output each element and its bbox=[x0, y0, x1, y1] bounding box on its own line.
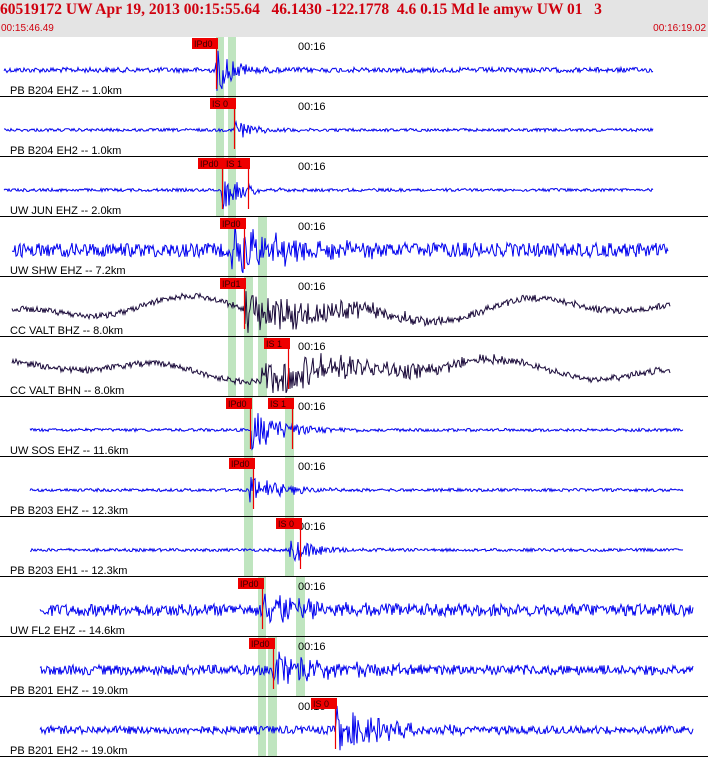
pick-label: IS 0 bbox=[313, 699, 329, 709]
minute-mark-label: 00:16 bbox=[298, 521, 326, 533]
seismogram-trace bbox=[39, 593, 694, 624]
pick-label: IS 1 bbox=[270, 399, 286, 409]
station-label: UW SOS EHZ -- 11.6km bbox=[10, 445, 128, 457]
pick-label: IS 0 bbox=[278, 519, 294, 529]
seismogram-trace bbox=[3, 120, 654, 138]
seismogram-panel: 00:16 IPd0 PB B204 EHZ -- 1.0km 00:16 IS 0 PB… bbox=[0, 37, 708, 757]
pick-window-band-3 bbox=[244, 277, 253, 577]
pick-flag[interactable] bbox=[268, 398, 294, 409]
pick-flag[interactable] bbox=[276, 518, 302, 529]
trace-layer bbox=[3, 50, 694, 751]
window-end-time: 00:16:19.02 bbox=[653, 23, 706, 34]
pick-label: IPd0 bbox=[231, 459, 250, 469]
seismogram-trace bbox=[39, 651, 694, 685]
pick-flag[interactable] bbox=[311, 698, 337, 709]
window-start-time: 00:15:46.49 bbox=[1, 23, 54, 34]
station-label: CC VALT BHZ -- 8.0km bbox=[10, 325, 123, 337]
pick-window-band-5 bbox=[258, 577, 266, 757]
station-label: UW SHW EHZ -- 7.2km bbox=[10, 265, 126, 277]
pick-flag[interactable] bbox=[210, 98, 236, 109]
minute-mark-label: 00:16 bbox=[298, 581, 326, 593]
pick-label: IPd0 bbox=[251, 639, 270, 649]
station-label: PB B204 EH2 -- 1.0km bbox=[10, 145, 121, 157]
pick-flag[interactable] bbox=[220, 278, 246, 289]
pick-window-band-0 bbox=[216, 37, 224, 217]
pick-window-band-4 bbox=[285, 397, 294, 577]
pick-label: IPd0 bbox=[200, 159, 219, 169]
minute-mark-label: 00:16 bbox=[298, 161, 326, 173]
minute-mark-label: 00:16 bbox=[298, 281, 326, 293]
seismogram-trace bbox=[29, 413, 684, 451]
station-label: PB B201 EH2 -- 19.0km bbox=[10, 745, 127, 757]
seismogram-trace bbox=[29, 477, 684, 503]
station-label: UW JUN EHZ -- 2.0km bbox=[10, 205, 121, 217]
pick-flag[interactable] bbox=[264, 338, 290, 349]
minute-mark-label: 00:16 bbox=[298, 341, 326, 353]
seismogram-trace bbox=[39, 705, 694, 751]
pick-flag[interactable] bbox=[229, 458, 255, 469]
pick-flag[interactable] bbox=[192, 38, 218, 49]
pick-flag[interactable] bbox=[198, 158, 224, 169]
station-label: PB B203 EH1 -- 12.3km bbox=[10, 565, 127, 577]
pick-flag[interactable] bbox=[224, 158, 250, 169]
pick-flag[interactable] bbox=[238, 578, 264, 589]
pick-flag[interactable] bbox=[220, 218, 246, 229]
seismogram-trace bbox=[3, 181, 654, 210]
annotation-layer: 00:16 IPd0 PB B204 EHZ -- 1.0km 00:16 IS 0 PB… bbox=[0, 38, 708, 757]
seismogram-trace bbox=[11, 224, 669, 274]
minute-mark-label: 00:16 bbox=[298, 41, 326, 53]
minute-mark-label: 00:16 bbox=[298, 461, 326, 473]
pick-flag[interactable] bbox=[226, 398, 252, 409]
pick-flag[interactable] bbox=[249, 638, 275, 649]
seismogram-trace bbox=[11, 291, 671, 333]
pick-label: IS 1 bbox=[266, 339, 282, 349]
station-label: PB B201 EHZ -- 19.0km bbox=[10, 685, 128, 697]
station-label: UW FL2 EHZ -- 14.6km bbox=[10, 625, 125, 637]
pick-label: IPd0 bbox=[194, 39, 213, 49]
event-title: 60519172 UW Apr 19, 2013 00:15:55.64 46.… bbox=[0, 1, 602, 18]
station-label: CC VALT BHN -- 8.0km bbox=[10, 385, 124, 397]
pick-label: IPd1 bbox=[222, 279, 241, 289]
seismogram-trace bbox=[11, 353, 671, 394]
pick-label: IS 1 bbox=[226, 159, 242, 169]
minute-mark-label: 00:16 bbox=[298, 101, 326, 113]
seismogram-trace bbox=[3, 50, 654, 91]
event-header: 60519172 UW Apr 19, 2013 00:15:55.64 46.… bbox=[0, 0, 708, 37]
pick-label: IPd0 bbox=[228, 399, 247, 409]
seismogram-trace bbox=[30, 540, 684, 563]
minute-mark-label: 00:16 bbox=[298, 221, 326, 233]
station-label: PB B204 EHZ -- 1.0km bbox=[10, 85, 122, 97]
minute-mark-label: 00:16 bbox=[298, 401, 326, 413]
minute-mark-label: 00:16 bbox=[298, 641, 326, 653]
station-label: PB B203 EHZ -- 12.3km bbox=[10, 505, 128, 517]
pick-label: IPd0 bbox=[222, 219, 241, 229]
pick-label: IPd0 bbox=[240, 579, 259, 589]
pick-label: IS 0 bbox=[212, 99, 228, 109]
